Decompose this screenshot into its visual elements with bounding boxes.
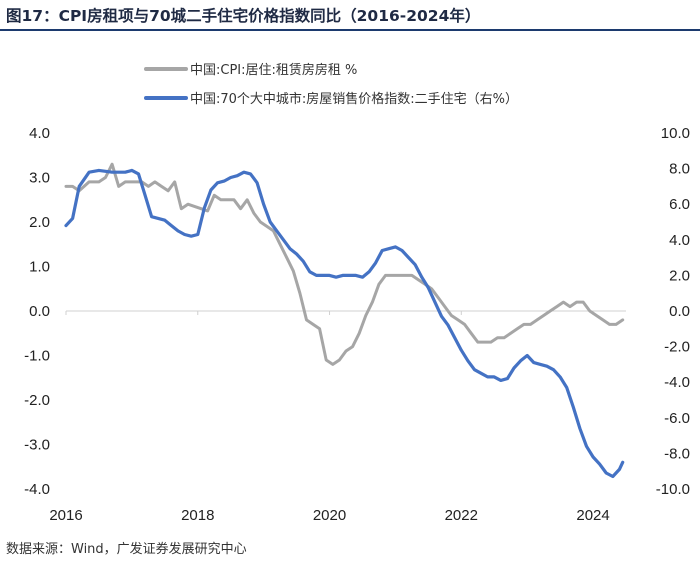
x-tick-label: 2024 — [576, 507, 609, 524]
source-note: 数据来源：Wind，广发证券发展研究中心 — [6, 542, 247, 557]
x-tick-label: 2018 — [181, 507, 214, 524]
chart-title: 图17：CPI房租项与70城二手住宅价格指数同比（2016-2024年） — [6, 7, 481, 25]
right-tick-label: 8.0 — [669, 161, 690, 178]
right-tick-label: 10.0 — [661, 125, 690, 142]
left-tick-label: -4.0 — [24, 481, 50, 498]
right-tick-label: -2.0 — [664, 339, 690, 356]
left-tick-label: 4.0 — [29, 125, 50, 142]
left-tick-label: 0.0 — [29, 303, 50, 320]
legend: 中国:CPI:居住:租赁房房租 % 中国:70个大中城市:房屋销售价格指数:二手… — [144, 62, 518, 107]
left-tick-label: 3.0 — [29, 170, 50, 187]
right-tick-label: -6.0 — [664, 410, 690, 427]
series-line-cpi-rent — [64, 162, 625, 366]
left-tick-label: 2.0 — [29, 214, 50, 231]
right-tick-label: 6.0 — [669, 196, 690, 213]
series-layer — [64, 162, 625, 479]
left-axis-ticks: 4.0 3.0 2.0 1.0 0.0 -1.0 -2.0 -3.0 -4.0 — [24, 125, 50, 498]
right-tick-label: -4.0 — [664, 374, 690, 391]
legend-label-70city-secondhand: 中国:70个大中城市:房屋销售价格指数:二手住宅（右%） — [190, 91, 518, 107]
axes — [65, 310, 626, 315]
left-tick-label: -2.0 — [24, 392, 50, 409]
legend-label-cpi-rent: 中国:CPI:居住:租赁房房租 % — [190, 62, 357, 78]
right-tick-label: -8.0 — [664, 445, 690, 462]
right-axis-ticks: 10.0 8.0 6.0 4.0 2.0 0.0 -2.0 -4.0 -6.0 -8.0 -10.0 — [656, 125, 690, 498]
line-chart: 中国:CPI:居住:租赁房房租 % 中国:70个大中城市:房屋销售价格指数:二手… — [24, 62, 690, 524]
left-tick-label: -3.0 — [24, 437, 50, 454]
left-tick-label: -1.0 — [24, 348, 50, 365]
right-tick-label: 4.0 — [669, 232, 690, 249]
left-tick-label: 1.0 — [29, 259, 50, 276]
right-tick-label: 2.0 — [669, 267, 690, 284]
x-tick-label: 2020 — [313, 507, 346, 524]
title-rule — [0, 29, 700, 31]
x-tick-label: 2016 — [49, 507, 82, 524]
x-axis-ticks: 2016 2018 2020 2022 2024 — [49, 507, 609, 524]
right-tick-label: 0.0 — [669, 303, 690, 320]
series-line-70city-secondhand — [64, 168, 625, 479]
x-tick-label: 2022 — [445, 507, 478, 524]
right-tick-label: -10.0 — [656, 481, 690, 498]
